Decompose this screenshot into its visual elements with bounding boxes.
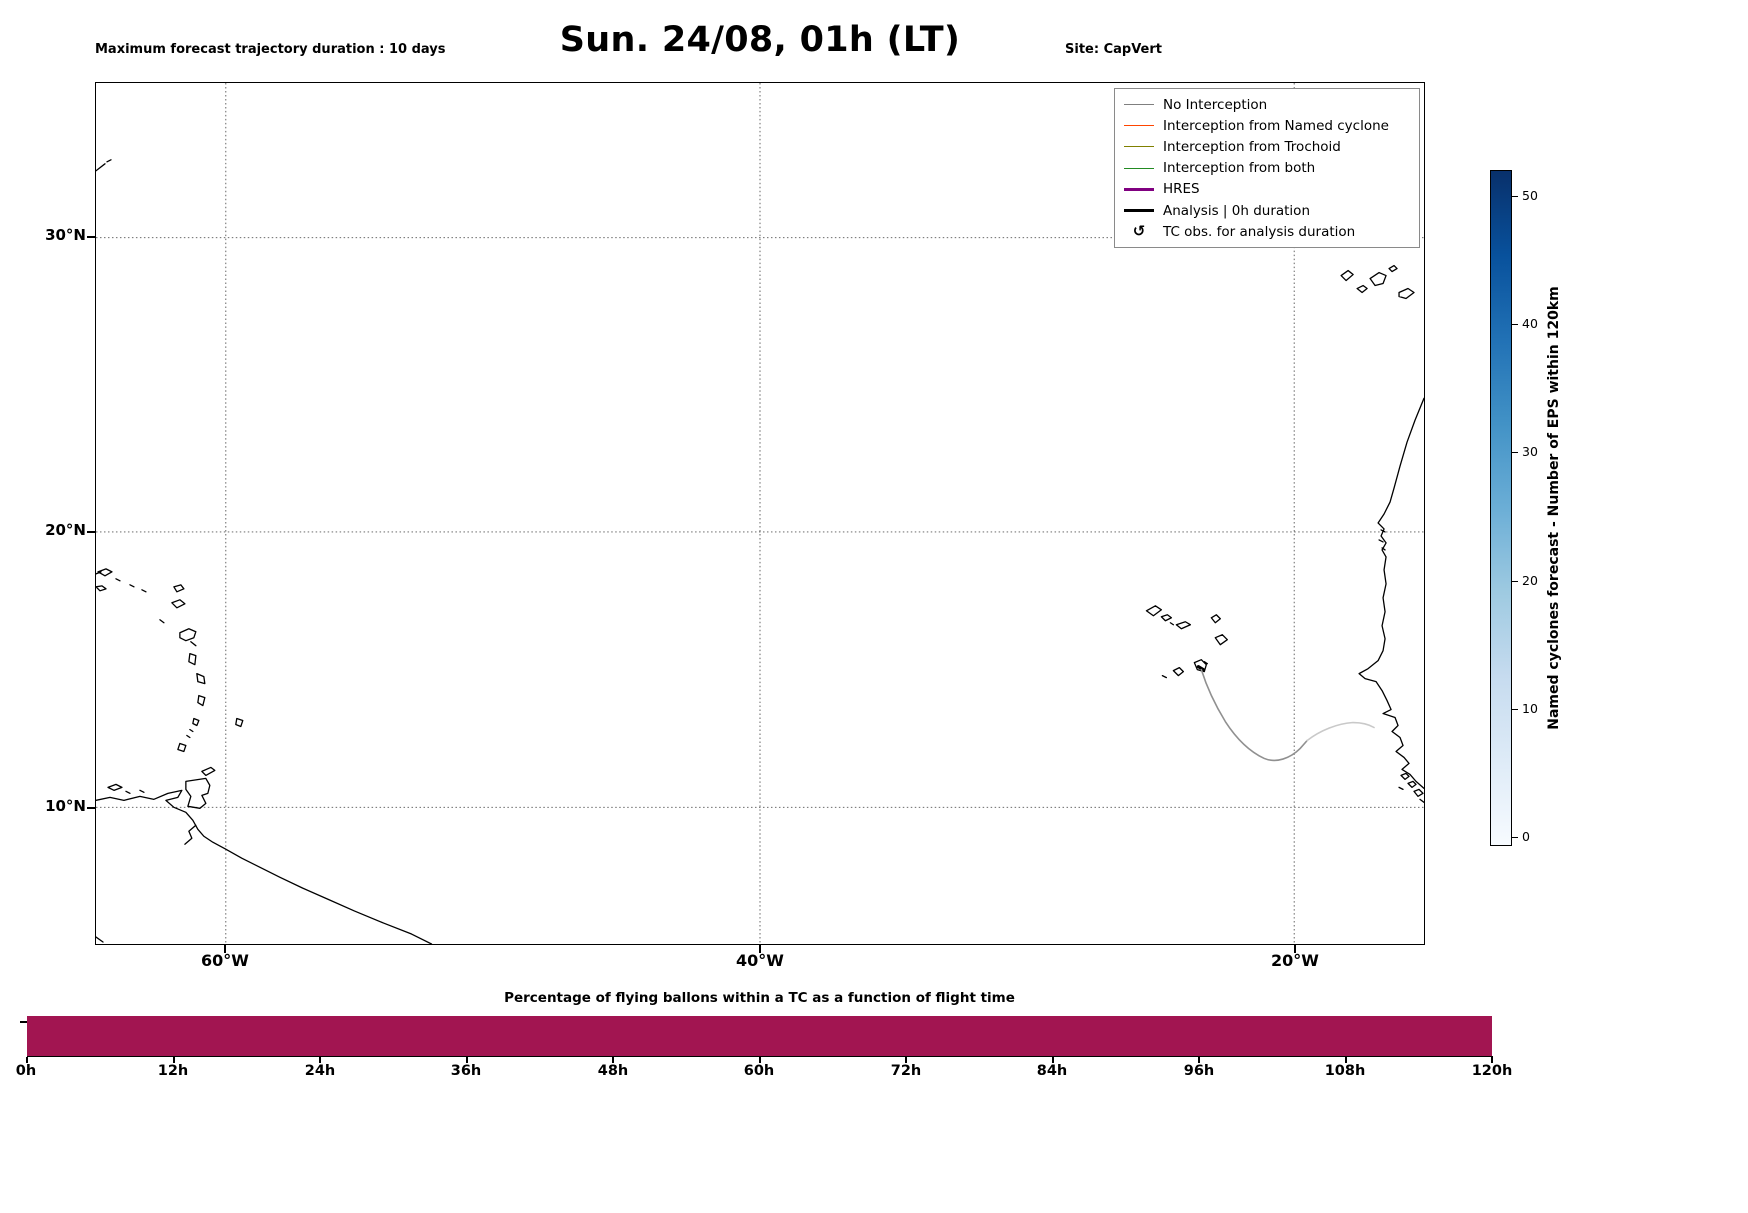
trajectory-no-interception <box>1200 668 1308 762</box>
coast-lesser-antilles <box>96 568 244 753</box>
y-tick-label-20n: 20°N <box>45 521 86 539</box>
colorbar-tick-mark <box>1512 709 1518 711</box>
bottom-chart-title: Percentage of flying ballons within a TC… <box>504 990 1015 1006</box>
x-tick-mark <box>1294 945 1296 953</box>
bottom-tick-36h: 36h <box>450 1063 482 1079</box>
bottom-x-tick-mark <box>466 1057 468 1063</box>
colorbar-tick-mark <box>1512 324 1518 326</box>
colorbar-tick-mark <box>1512 837 1518 839</box>
coast-bottom-left <box>96 936 104 943</box>
coast-trinidad <box>185 777 211 809</box>
coast-tobago <box>201 766 216 777</box>
legend-item-no-interception: No Interception <box>1124 94 1410 115</box>
bottom-tick-120h: 120h <box>1471 1063 1513 1079</box>
colorbar-tick-10: 10 <box>1522 701 1538 716</box>
colorbar-tick-0: 0 <box>1522 829 1530 844</box>
bottom-x-tick-mark <box>1345 1057 1347 1063</box>
bottom-tick-108h: 108h <box>1324 1063 1366 1079</box>
colorbar-tick-mark <box>1512 452 1518 454</box>
gray-line-swatch <box>1124 104 1154 106</box>
bottom-tick-96h: 96h <box>1183 1063 1215 1079</box>
param-line-duration: Maximum forecast trajectory duration : 1… <box>95 41 446 57</box>
bottom-x-tick-mark <box>26 1057 28 1063</box>
coast-bijagos-islands <box>1398 772 1424 803</box>
bottom-tick-60h: 60h <box>743 1063 775 1079</box>
x-tick-label-60w: 60°W <box>201 951 249 970</box>
coast-bermuda <box>96 159 112 172</box>
colorbar-tick-mark <box>1512 581 1518 583</box>
y-tick-label-10n: 10°N <box>45 797 86 815</box>
x-tick-mark <box>759 945 761 953</box>
purple-line-swatch <box>1124 187 1154 191</box>
bottom-x-tick-mark <box>1491 1057 1493 1063</box>
bottom-tick-72h: 72h <box>890 1063 922 1079</box>
page-title: Sun. 24/08, 01h (LT) <box>559 20 961 60</box>
colorbar-label: Named cyclones forecast - Number of EPS … <box>1546 286 1562 730</box>
bottom-x-tick-mark <box>612 1057 614 1063</box>
y-tick-mark <box>87 531 95 533</box>
bottom-x-tick-mark <box>905 1057 907 1063</box>
coast-arguin-islets <box>1378 529 1386 551</box>
bottom-x-tick-mark <box>173 1057 175 1063</box>
bottom-y-tick-mark <box>20 1021 27 1023</box>
bottom-tick-84h: 84h <box>1036 1063 1068 1079</box>
y-tick-label-30n: 30°N <box>45 226 86 244</box>
legend-item-tc-obs: ↺ TC obs. for analysis duration <box>1124 221 1410 242</box>
trajectories <box>1196 665 1375 762</box>
bottom-x-tick-mark <box>1052 1057 1054 1063</box>
bottom-tick-48h: 48h <box>597 1063 629 1079</box>
coast-margarita <box>107 783 145 794</box>
legend-item-both: Interception from both <box>1124 158 1410 179</box>
bottom-tick-12h: 12h <box>157 1063 189 1079</box>
x-tick-label-20w: 20°W <box>1271 951 1319 970</box>
legend-item-named-cyclone: Interception from Named cyclone <box>1124 115 1410 136</box>
bottom-x-tick-mark <box>319 1057 321 1063</box>
orange-line-swatch <box>1124 125 1154 127</box>
bottom-x-tick-mark <box>759 1057 761 1063</box>
colorbar-tick-mark <box>1512 196 1518 198</box>
colorbar-tick-30: 30 <box>1522 444 1538 459</box>
map-legend: No Interception Interception from Named … <box>1114 88 1420 249</box>
bottom-axis-line <box>27 1056 1493 1057</box>
analysis-segment <box>1196 665 1205 672</box>
coast-canary-islands <box>1340 264 1415 300</box>
coast-cape-verde <box>1145 605 1228 679</box>
green-line-swatch <box>1124 167 1154 169</box>
legend-item-analysis: Analysis | 0h duration <box>1124 200 1410 221</box>
bottom-x-tick-mark <box>1198 1057 1200 1063</box>
cyclone-marker-icon: ↺ <box>1132 222 1146 241</box>
meta-line-site: Site: CapVert <box>1065 41 1162 57</box>
trajectory-no-interception-faded <box>1306 721 1375 742</box>
y-tick-mark <box>87 236 95 238</box>
coastlines <box>96 159 1424 944</box>
legend-item-trochoid: Interception from Trochoid <box>1124 136 1410 157</box>
coast-orinoco-delta <box>184 824 197 845</box>
map-plot: No Interception Interception from Named … <box>95 82 1425 945</box>
coast-south-america <box>96 789 433 944</box>
bottom-tick-0h: 0h <box>15 1063 37 1079</box>
x-tick-label-40w: 40°W <box>736 951 784 970</box>
black-line-swatch <box>1124 209 1154 213</box>
percentage-bar <box>27 1016 1492 1056</box>
x-tick-mark <box>224 945 226 953</box>
colorbar-tick-50: 50 <box>1522 188 1538 203</box>
y-tick-mark <box>87 807 95 809</box>
colorbar-tick-20: 20 <box>1522 573 1538 588</box>
legend-item-hres: HRES <box>1124 179 1410 200</box>
coast-west-africa <box>1358 397 1424 790</box>
bottom-tick-24h: 24h <box>304 1063 336 1079</box>
olive-line-swatch <box>1124 146 1154 148</box>
colorbar-tick-40: 40 <box>1522 316 1538 331</box>
colorbar <box>1490 170 1512 846</box>
